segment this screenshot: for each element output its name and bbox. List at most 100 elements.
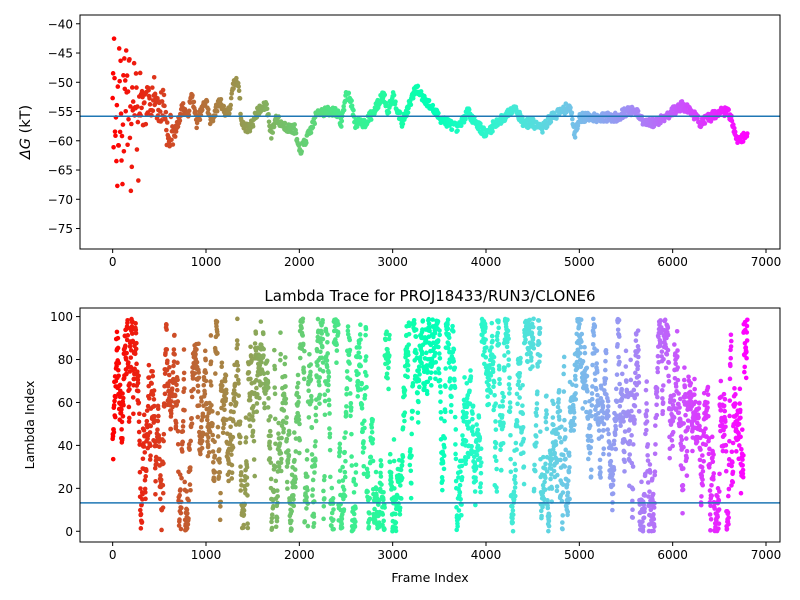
dg-point (137, 70, 143, 76)
lambda-point (128, 364, 134, 370)
lambda-point (567, 496, 572, 502)
lambda-point (230, 418, 236, 424)
lambda-point (286, 448, 291, 453)
lambda-point (214, 319, 220, 325)
lambda-point (448, 402, 454, 408)
lambda-point (524, 351, 530, 357)
lambda-point (313, 458, 318, 463)
lambda-point (612, 432, 618, 438)
lambda-point (470, 403, 476, 409)
lambda-point (566, 453, 572, 458)
lambda-point (316, 379, 322, 384)
lambda-point (297, 450, 302, 456)
lambda-point (307, 351, 312, 357)
dg-point (386, 110, 392, 115)
lambda-point (115, 335, 121, 341)
lambda-point (295, 380, 301, 386)
lambda-point (467, 388, 472, 394)
lambda-point (358, 322, 363, 328)
lambda-point (443, 366, 448, 371)
lambda-point (194, 347, 199, 352)
dg-point (116, 46, 122, 51)
lambda-point (286, 452, 292, 458)
lambda-point (320, 336, 326, 342)
lambda-point (284, 464, 290, 469)
lambda-point (175, 442, 181, 447)
lambda-point (285, 486, 290, 491)
lambda-point (744, 330, 750, 335)
lambda-point (114, 329, 120, 335)
dg-point (134, 85, 139, 90)
lambda-point (208, 383, 214, 388)
lambda-point (601, 428, 606, 433)
lambda-point (675, 365, 681, 370)
lambda-point (680, 487, 686, 492)
lambda-point (386, 386, 391, 392)
lambda-point (311, 514, 317, 519)
lambda-point (175, 399, 181, 404)
lambda-point (261, 346, 266, 352)
lambda-point (682, 384, 688, 390)
lambda-point (199, 438, 205, 444)
lambda-point (408, 468, 414, 474)
lambda-point (177, 492, 182, 498)
lambda-point (448, 365, 453, 370)
dg-point (164, 127, 169, 133)
lambda-point (269, 515, 275, 521)
lambda-point (473, 502, 478, 508)
lambda-point (230, 434, 236, 440)
lambda-point (402, 410, 408, 416)
lambda-point (432, 331, 438, 336)
lambda-point (348, 413, 353, 419)
dg-point (206, 107, 211, 112)
lambda-point (168, 411, 174, 416)
lambda-y-tick-label: 0 (65, 525, 73, 539)
lambda-point (520, 424, 526, 430)
lambda-point (521, 450, 526, 455)
lambda-point (478, 446, 484, 452)
lambda-point (619, 371, 625, 377)
lambda-point (496, 341, 502, 347)
lambda-point (456, 508, 462, 513)
lambda-point (561, 389, 567, 394)
lambda-point (416, 399, 421, 405)
dg-point (218, 97, 224, 102)
lambda-point (726, 486, 732, 492)
lambda-point (342, 469, 348, 475)
lambda-point (243, 435, 249, 440)
lambda-point (426, 334, 432, 339)
lambda-point (209, 402, 214, 408)
lambda-point (598, 469, 603, 475)
lambda-point (740, 474, 746, 480)
lambda-point (235, 363, 241, 368)
lambda-point (544, 393, 549, 399)
lambda-point (447, 376, 453, 381)
lambda-point (243, 415, 249, 420)
lambda-point (474, 452, 480, 458)
lambda-point (707, 461, 712, 467)
lambda-point (322, 392, 328, 398)
lambda-point (155, 418, 161, 424)
lambda-point (610, 482, 616, 488)
lambda-point (223, 373, 229, 378)
lambda-point (591, 333, 597, 338)
lambda-point (451, 329, 456, 334)
lambda-point (138, 486, 143, 491)
dg-plot-frame (79, 14, 781, 250)
lambda-point (229, 476, 235, 481)
lambda-point (643, 413, 649, 419)
lambda-point (329, 523, 334, 529)
lambda-point (630, 486, 636, 492)
lambda-point (119, 427, 124, 432)
lambda-point (730, 479, 736, 485)
lambda-point (157, 496, 163, 502)
lambda-point (605, 398, 611, 404)
lambda-point (359, 402, 365, 407)
lambda-point (529, 331, 535, 336)
lambda-point (313, 405, 319, 411)
lambda-point (554, 484, 560, 489)
lambda-point (669, 438, 675, 443)
lambda-point (568, 409, 573, 415)
lambda-point (446, 332, 451, 337)
lambda-point (172, 393, 178, 399)
